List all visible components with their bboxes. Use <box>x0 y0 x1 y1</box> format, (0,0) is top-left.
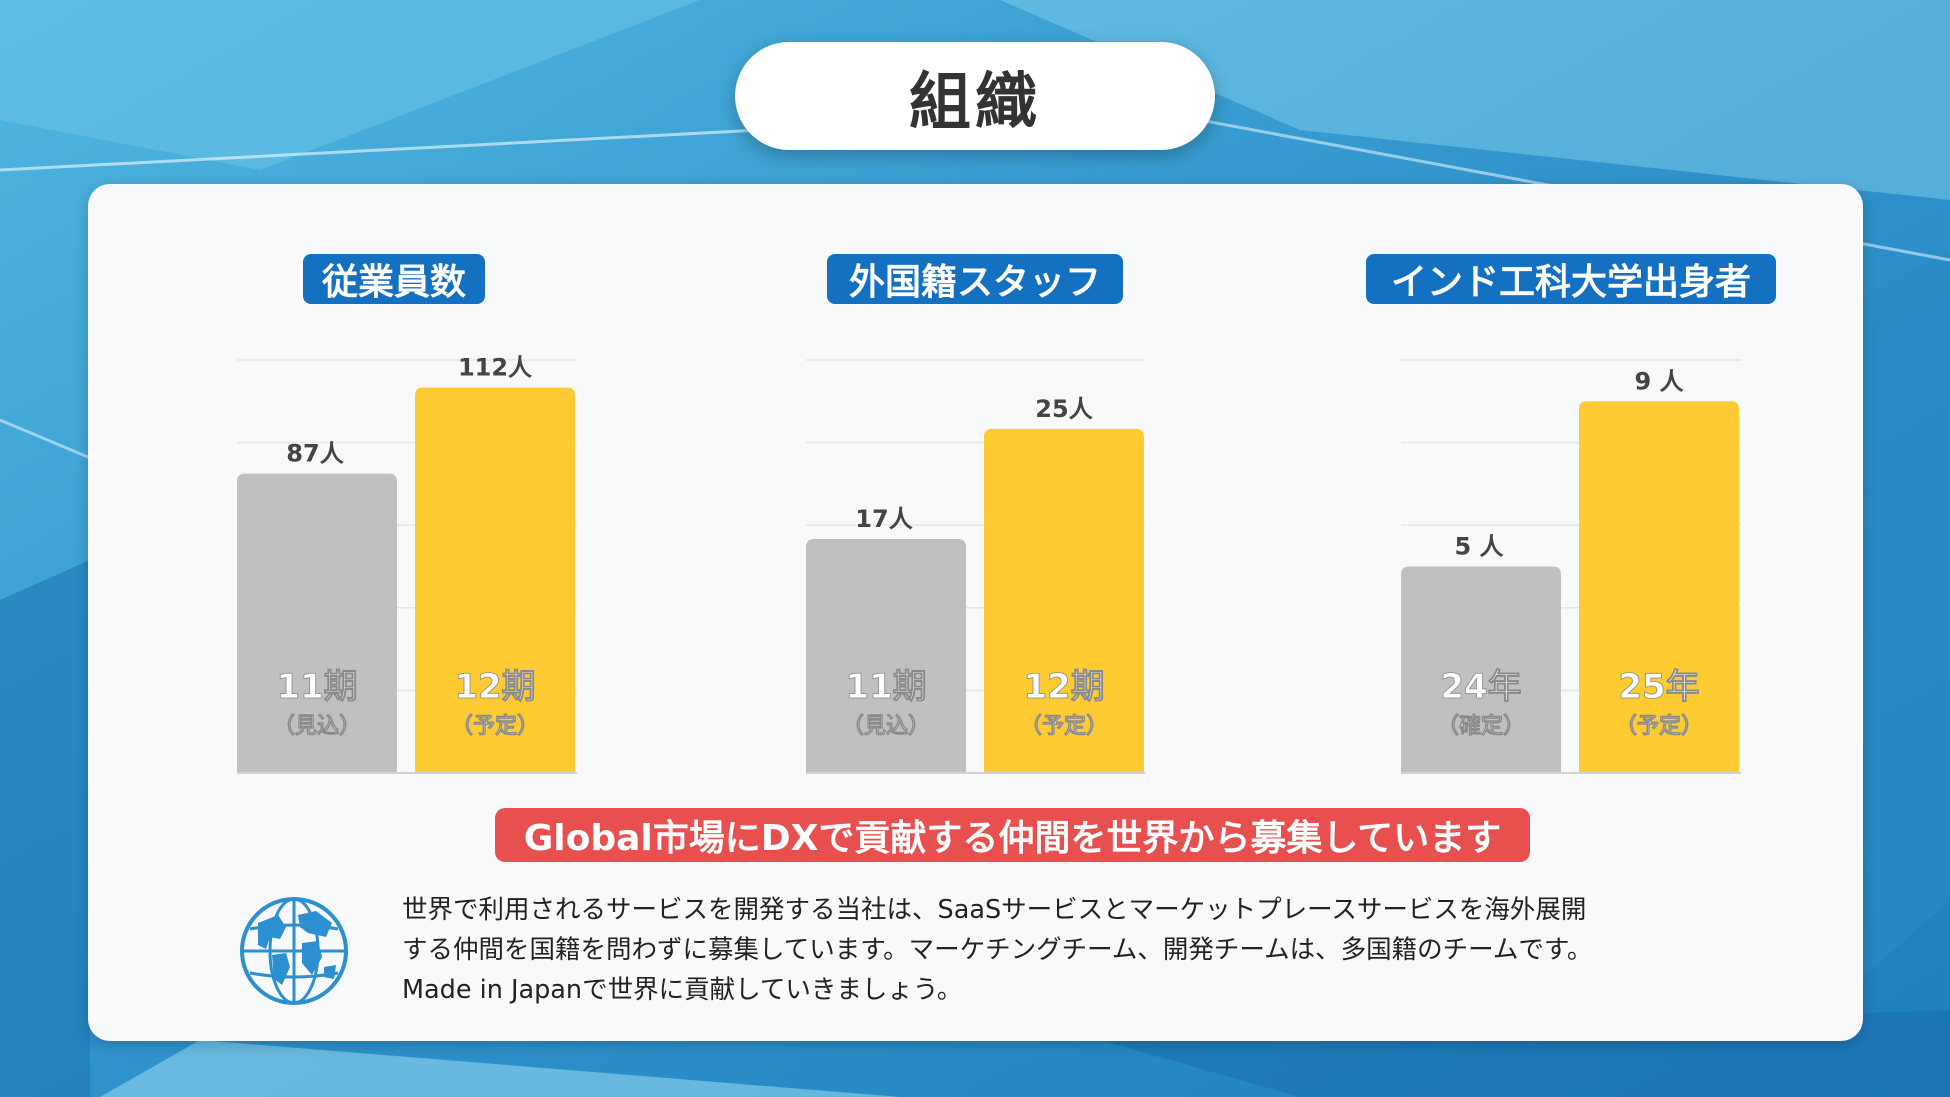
bar <box>237 473 397 773</box>
category-label: 11期 <box>276 667 357 707</box>
category-label: 11期 <box>845 667 926 707</box>
category-sublabel: （予定） <box>1615 713 1703 739</box>
description: 世界で利用されるサービスを開発する当社は、SaaSサービスとマーケットプレースサ… <box>402 890 1762 1010</box>
bar <box>1579 401 1739 773</box>
category-sublabel: （見込） <box>273 714 361 739</box>
category-label: 12期 <box>454 667 535 707</box>
data-label: 87人 <box>286 440 343 468</box>
data-label: 9 人 <box>1634 367 1683 395</box>
bar <box>806 538 966 773</box>
recruitment-slogan: Global市場にDXで貢献する仲間を世界から募集しています <box>495 808 1530 862</box>
data-label: 5 人 <box>1454 533 1503 561</box>
category-sublabel: （確定） <box>1437 713 1525 739</box>
description-line-2: する仲間を国籍を問わずに募集しています。マーケチングチーム、開発チームは、多国籍… <box>402 935 1593 965</box>
category-sublabel: （予定） <box>1020 713 1108 739</box>
data-label: 112人 <box>458 354 532 382</box>
category-sublabel: （予定） <box>451 713 539 739</box>
category-sublabel: （見込） <box>842 714 930 739</box>
category-label: 25年 <box>1618 667 1699 707</box>
data-label: 25人 <box>1035 395 1092 423</box>
description-line-3: Made in Japanで世界に貢献していきましょう。 <box>402 975 963 1005</box>
category-label: 12期 <box>1023 667 1104 707</box>
chart-title-foreign-staff: 外国籍スタッフ <box>827 254 1123 304</box>
category-label: 24年 <box>1440 667 1521 707</box>
data-label: 17人 <box>855 505 912 533</box>
bar <box>415 387 575 773</box>
chart-title-employees: 従業員数 <box>303 254 485 304</box>
page-title: 組織 <box>735 42 1215 150</box>
bar <box>1401 566 1561 773</box>
description-line-1: 世界で利用されるサービスを開発する当社は、SaaSサービスとマーケットプレースサ… <box>402 895 1587 925</box>
bar <box>984 428 1144 773</box>
globe-icon <box>240 897 348 1005</box>
chart-title-iit-graduates: インド工科大学出身者 <box>1366 254 1776 304</box>
